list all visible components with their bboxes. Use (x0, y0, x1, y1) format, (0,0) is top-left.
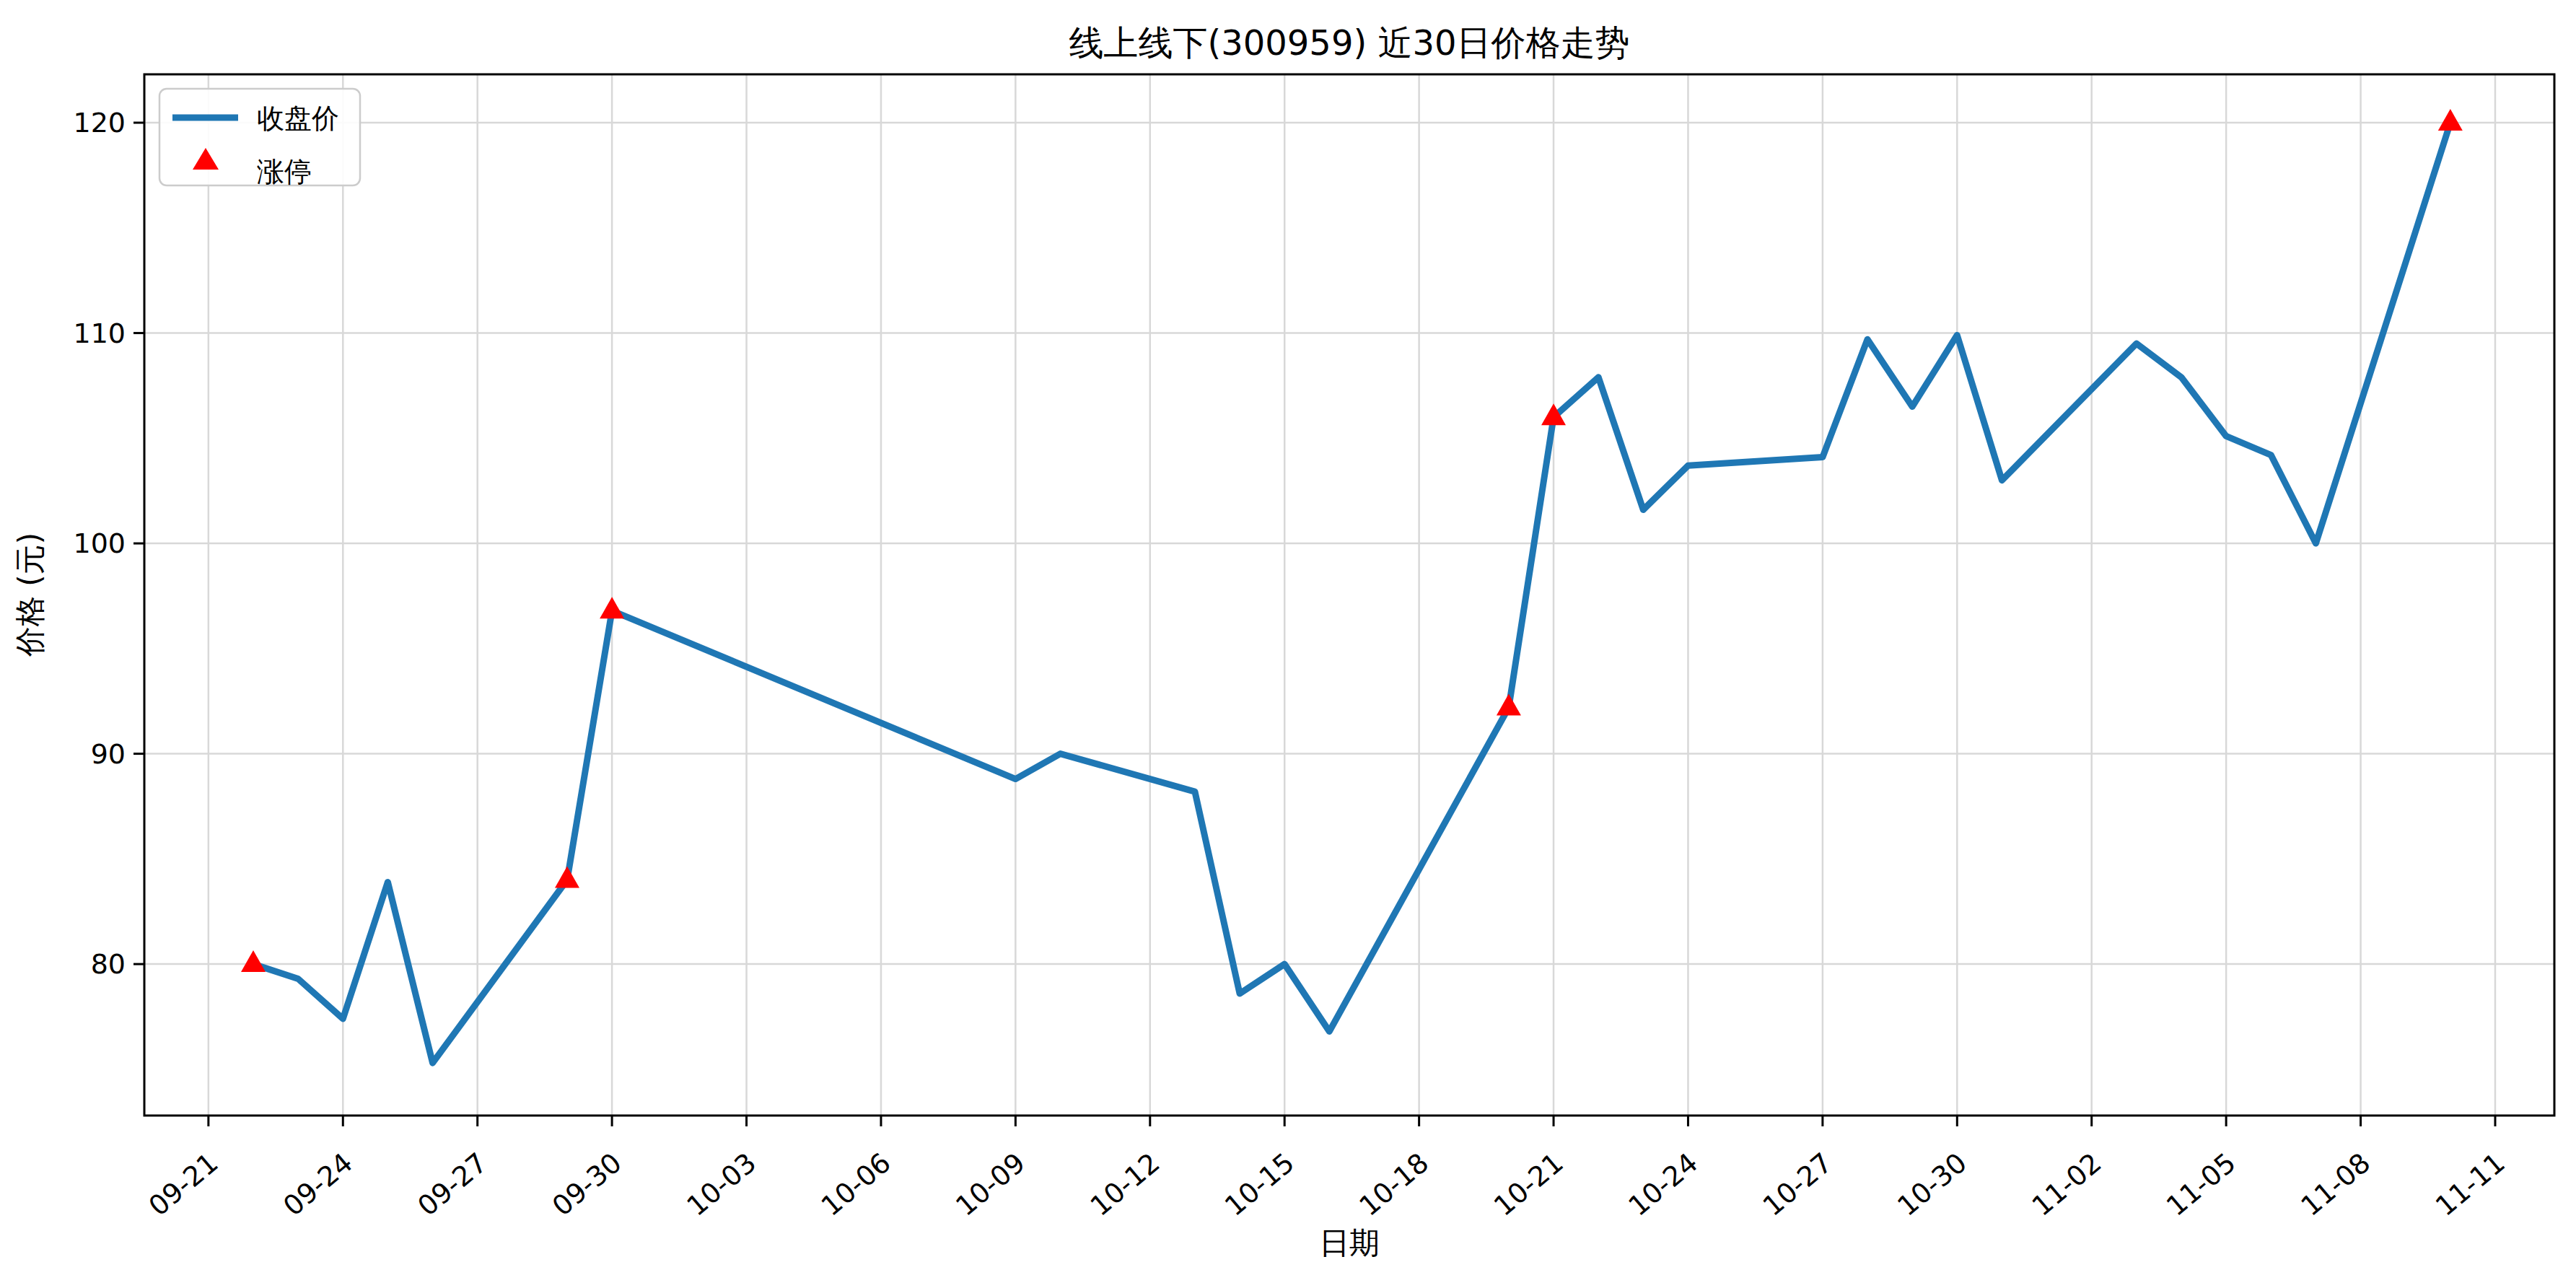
x-tick-label: 10-06 (815, 1147, 897, 1222)
x-tick-label: 11-02 (2026, 1147, 2108, 1222)
limit-up-marker (555, 867, 579, 888)
close-price-polyline (253, 123, 2450, 1063)
x-tick-label: 09-27 (412, 1147, 494, 1222)
x-tick-label: 10-27 (1757, 1147, 1839, 1222)
x-tick-label: 10-21 (1488, 1147, 1569, 1222)
x-axis-label: 日期 (1319, 1225, 1380, 1261)
chart-title: 线上线下(300959) 近30日价格走势 (1069, 22, 1629, 63)
x-tick-label: 09-30 (546, 1147, 628, 1222)
x-tick-label: 11-05 (2160, 1147, 2242, 1222)
x-tick-label: 10-15 (1219, 1147, 1300, 1222)
legend: 收盘价 涨停 (159, 89, 360, 188)
y-tick-labels: 80 90 100 110 120 (73, 107, 126, 980)
y-tick-label: 110 (73, 317, 126, 349)
legend-label-close-price: 收盘价 (257, 102, 339, 134)
y-tick-label: 120 (73, 107, 126, 139)
y-tick-label: 90 (91, 738, 126, 770)
line-chart: 09-21 09-24 09-27 09-30 10-03 10-06 10-09 10-12… (0, 0, 2576, 1275)
close-price-line (253, 123, 2450, 1063)
x-tick-label: 10-09 (950, 1147, 1031, 1222)
x-tick-label: 09-24 (277, 1147, 359, 1222)
limit-up-marker (2438, 109, 2463, 131)
x-tick-label: 11-11 (2430, 1147, 2511, 1222)
x-tick-label: 09-21 (143, 1147, 224, 1222)
limit-up-marker (600, 597, 624, 618)
price-trend-figure: 09-21 09-24 09-27 09-30 10-03 10-06 10-09 10-12… (0, 0, 2576, 1275)
x-tick-label: 10-30 (1891, 1147, 1973, 1222)
x-tick-label: 10-12 (1085, 1147, 1166, 1222)
x-tick-label: 10-03 (680, 1147, 762, 1222)
y-axis-label: 价格 (元) (12, 533, 48, 657)
limit-up-marker (1497, 693, 1521, 715)
x-tick-label: 10-18 (1354, 1147, 1435, 1222)
y-tick-label: 100 (73, 527, 126, 559)
y-tick-label: 80 (91, 948, 126, 980)
limit-up-marker (241, 950, 266, 972)
legend-label-limit-up: 涨停 (257, 156, 312, 188)
x-tick-label: 11-08 (2295, 1147, 2376, 1222)
x-tick-label: 10-24 (1622, 1147, 1704, 1222)
axis-ticks (133, 123, 2495, 1126)
x-tick-labels: 09-21 09-24 09-27 09-30 10-03 10-06 10-09 10-12… (143, 1147, 2511, 1222)
